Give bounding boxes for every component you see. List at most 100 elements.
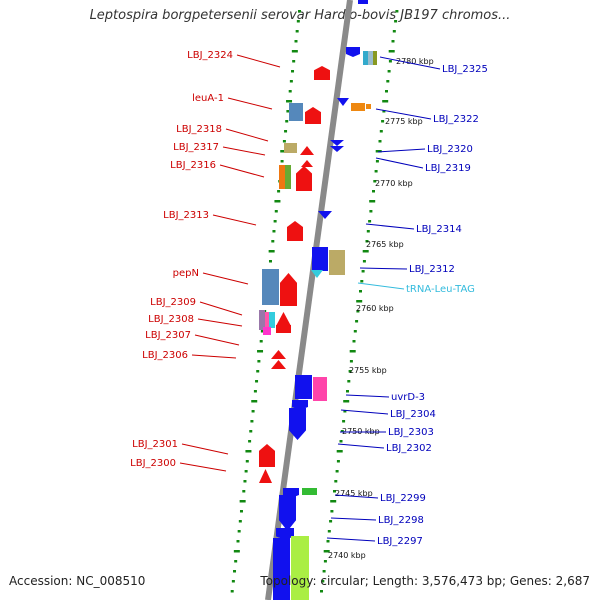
leader-line [379, 56, 441, 70]
tick-mark [323, 560, 327, 563]
leader-line [365, 223, 415, 230]
tick-mark [395, 10, 399, 13]
scale-label: 2745 kbp [335, 489, 373, 498]
tick-mark [336, 460, 340, 463]
gene-label-left: LBJ_2301 [132, 439, 178, 450]
gene-feature [358, 0, 368, 4]
tick-mark [249, 430, 253, 433]
tick-mark [244, 470, 248, 473]
gene-feature [330, 140, 344, 146]
leader-line [330, 517, 377, 521]
tick-mark [346, 390, 349, 393]
tick-mark [291, 50, 298, 53]
tick-mark [386, 80, 390, 83]
tick-mark [385, 90, 388, 93]
tick-mark [360, 280, 364, 283]
gene-feature [279, 165, 285, 189]
leader-line [191, 354, 237, 359]
gene-feature [368, 51, 373, 65]
tick-mark [238, 520, 242, 523]
gene-label-left: LBJ_2318 [176, 124, 222, 135]
tick-mark [295, 30, 299, 33]
gene-label-left: LBJ_2324 [187, 50, 233, 61]
leader-line [197, 318, 243, 327]
gene-label-right: LBJ_2325 [442, 64, 488, 75]
gene-label-left: LBJ_2309 [150, 297, 196, 308]
scale-label: 2760 kbp [356, 304, 394, 313]
gene-feature [280, 273, 297, 306]
leader-line [340, 409, 389, 415]
tick-mark [372, 190, 375, 193]
tick-mark [348, 370, 352, 373]
gene-feature [289, 408, 306, 440]
gene-feature [265, 312, 269, 330]
gene-feature [305, 107, 321, 124]
tick-mark [368, 220, 372, 223]
gene-label-left: LBJ_2313 [163, 210, 209, 221]
leader-line [222, 146, 266, 156]
gene-label-right: LBJ_2312 [409, 264, 455, 275]
gene-feature [285, 165, 291, 189]
leader-line [357, 282, 405, 290]
gene-feature [262, 269, 279, 305]
tick-mark [391, 40, 395, 43]
gene-label-right: LBJ_2304 [390, 409, 436, 420]
leader-line [212, 214, 257, 226]
leader-line [199, 301, 243, 316]
gene-feature [292, 400, 308, 410]
tick-mark [347, 380, 351, 383]
gene-feature [263, 327, 271, 335]
leader-line [227, 97, 273, 110]
tick-mark [336, 450, 343, 453]
gene-feature [313, 377, 327, 401]
gene-feature [351, 103, 365, 111]
tick-mark [230, 590, 234, 593]
tick-mark [320, 590, 323, 593]
gene-feature [271, 360, 286, 369]
tick-mark [334, 480, 338, 483]
tick-mark [284, 130, 288, 133]
left-gene-labels: LBJ_2324 leuA-1 LBJ_2318 LBJ_2317 LBJ_2316 LB… [130, 50, 281, 472]
gene-feature [311, 270, 323, 278]
tick-mark [343, 410, 347, 413]
scale-label: 2770 kbp [375, 179, 413, 188]
tick-mark [382, 110, 386, 113]
gene-feature [312, 247, 328, 271]
gene-feature [276, 528, 294, 540]
genome-summary: Topology: circular; Length: 3,576,473 bp… [260, 574, 590, 588]
gene-feature [287, 221, 303, 241]
tick-mark [394, 20, 398, 23]
tick-mark [239, 510, 243, 513]
gene-feature [300, 146, 314, 155]
tick-mark [375, 150, 382, 153]
tick-mark [292, 60, 296, 63]
gene-feature [318, 211, 332, 219]
gene-feature [296, 166, 312, 191]
leader-line [326, 537, 376, 542]
gene-feature [366, 104, 371, 109]
leader-line [337, 443, 385, 449]
tick-mark [255, 380, 259, 383]
tick-mark [250, 420, 254, 423]
leader-line [345, 394, 390, 398]
leader-line [219, 164, 265, 178]
tick-mark [356, 310, 360, 313]
tick-mark [236, 540, 240, 543]
tick-mark [365, 240, 369, 243]
gene-feature [373, 51, 377, 65]
gene-feature [279, 495, 296, 531]
tick-mark [285, 120, 289, 123]
tick-mark [245, 450, 252, 453]
gene-feature [291, 536, 309, 600]
gene-label-right: uvrD-3 [391, 392, 425, 403]
tick-mark [257, 350, 264, 353]
tick-mark [289, 80, 293, 83]
accession-label: Accession: NC_008510 [9, 574, 146, 588]
tick-mark [361, 270, 365, 273]
gene-feature [329, 250, 345, 275]
tick-mark [335, 470, 339, 473]
tick-mark [274, 200, 281, 203]
gene-feature [284, 143, 297, 153]
gene-label-right: LBJ_2322 [433, 114, 479, 125]
